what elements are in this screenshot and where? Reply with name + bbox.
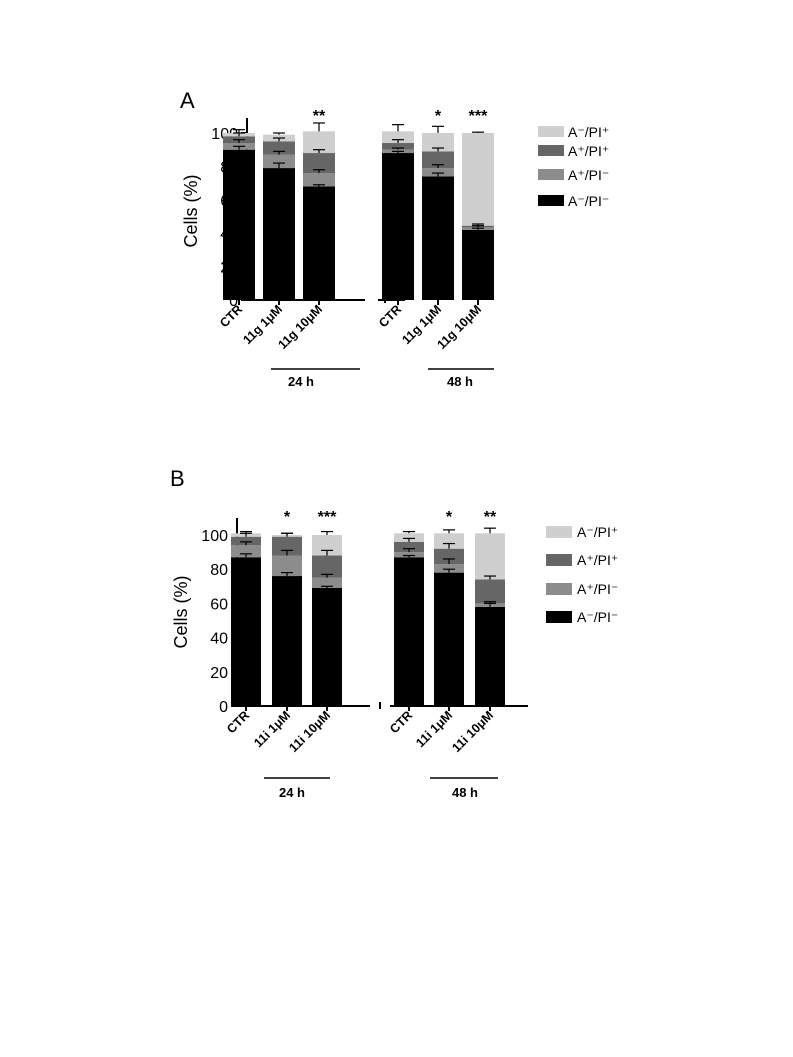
bar-segment bbox=[272, 555, 302, 577]
legend: A⁻/PI⁺ A⁺/PI⁺ A⁺/PI⁻ A⁻/PI⁻ bbox=[546, 524, 618, 625]
panel-label: A bbox=[180, 88, 195, 113]
bar-segment bbox=[422, 151, 454, 169]
bar-segment bbox=[422, 168, 454, 177]
legend-swatch-aneg-pipos bbox=[538, 126, 564, 137]
bar-segment bbox=[231, 536, 261, 546]
x-tick-label: 11g 10μM bbox=[434, 302, 484, 352]
bar-segment bbox=[434, 533, 464, 549]
significance-marker: *** bbox=[469, 108, 488, 125]
bar-segment bbox=[312, 555, 342, 578]
bar-segment bbox=[434, 548, 464, 565]
bar-segment bbox=[394, 557, 424, 706]
bar-segment bbox=[231, 557, 261, 706]
y-tick-label: 100 bbox=[201, 528, 228, 545]
group-label: 24 h bbox=[279, 785, 305, 800]
legend-swatch-apos-pineg bbox=[546, 583, 572, 595]
x-tick-label: CTR bbox=[376, 302, 404, 330]
group-label: 24 h bbox=[288, 374, 314, 389]
bar-segment bbox=[434, 572, 464, 706]
legend-swatch-apos-pineg bbox=[538, 169, 564, 180]
bar-segment bbox=[303, 186, 335, 300]
bar-segment bbox=[263, 141, 295, 155]
bar-segment bbox=[223, 149, 255, 300]
bar-segment bbox=[263, 168, 295, 300]
y-tick-label: 0 bbox=[229, 293, 238, 310]
x-tick-label: 11i 10μM bbox=[286, 708, 333, 755]
significance-marker: *** bbox=[318, 509, 337, 526]
y-tick-label: 0 bbox=[219, 699, 228, 716]
bar-segment bbox=[272, 536, 302, 556]
significance-marker: * bbox=[435, 108, 442, 125]
bar-segment bbox=[231, 545, 261, 558]
bar-segment bbox=[382, 153, 414, 300]
bar-segment bbox=[303, 173, 335, 187]
legend-label: A⁻/PI⁺ bbox=[577, 524, 618, 540]
significance-marker: ** bbox=[484, 509, 497, 526]
legend-swatch-apos-pipos bbox=[546, 554, 572, 566]
bar-segment bbox=[422, 133, 454, 152]
bar-segment bbox=[475, 533, 505, 580]
x-tick-label: 11g 10μM bbox=[275, 302, 325, 352]
bar-segment bbox=[303, 153, 335, 174]
x-tick-label: CTR bbox=[387, 708, 415, 736]
bar-segment bbox=[394, 541, 424, 553]
bar-segment bbox=[462, 229, 494, 300]
bar-segment bbox=[475, 606, 505, 706]
y-tick-label: 40 bbox=[210, 631, 228, 648]
y-axis-label: Cells (%) bbox=[171, 575, 191, 648]
legend-swatch-aneg-pipos bbox=[546, 526, 572, 538]
bar-segment bbox=[434, 564, 464, 573]
y-tick-label: 60 bbox=[210, 596, 228, 613]
legend-label: A⁺/PI⁻ bbox=[577, 581, 618, 597]
legend-label: A⁺/PI⁺ bbox=[568, 143, 609, 159]
bar-segment bbox=[272, 576, 302, 706]
x-tick-label: 11i 1μM bbox=[413, 708, 455, 750]
bar-segment bbox=[382, 143, 414, 150]
bar-segment bbox=[475, 579, 505, 604]
bar-segment bbox=[462, 133, 494, 226]
significance-marker: * bbox=[446, 509, 453, 526]
group-label: 48 h bbox=[452, 785, 478, 800]
y-tick-label: 20 bbox=[210, 665, 228, 682]
legend-label: A⁻/PI⁻ bbox=[577, 609, 618, 625]
legend-swatch-aneg-pineg bbox=[546, 611, 572, 623]
bar-segment bbox=[263, 154, 295, 169]
legend-label: A⁻/PI⁺ bbox=[568, 124, 609, 140]
bar-segment bbox=[312, 577, 342, 589]
x-tick-label: CTR bbox=[224, 708, 252, 736]
bar-segment bbox=[312, 535, 342, 556]
group-label: 48 h bbox=[447, 374, 473, 389]
y-tick-label: 80 bbox=[210, 562, 228, 579]
bar-segment bbox=[422, 176, 454, 300]
legend-label: A⁺/PI⁺ bbox=[577, 552, 618, 568]
legend-swatch-aneg-pineg bbox=[538, 195, 564, 206]
legend-swatch-apos-pipos bbox=[538, 145, 564, 156]
legend: A⁻/PI⁺ A⁺/PI⁺ A⁺/PI⁻ A⁻/PI⁻ bbox=[538, 124, 609, 209]
significance-marker: * bbox=[284, 509, 291, 526]
bar-segment bbox=[394, 533, 424, 542]
bar-segment bbox=[382, 131, 414, 144]
panel-label: B bbox=[170, 466, 185, 491]
bar-segment bbox=[303, 131, 335, 154]
x-tick-label: CTR bbox=[217, 302, 245, 330]
significance-marker: ** bbox=[313, 108, 326, 125]
x-tick-label: 11i 10μM bbox=[449, 708, 496, 755]
bar-segment bbox=[394, 552, 424, 558]
legend-label: A⁺/PI⁻ bbox=[568, 167, 609, 183]
legend-label: A⁻/PI⁻ bbox=[568, 193, 609, 209]
bar-segment bbox=[312, 588, 342, 706]
y-axis-label: Cells (%) bbox=[181, 174, 201, 247]
